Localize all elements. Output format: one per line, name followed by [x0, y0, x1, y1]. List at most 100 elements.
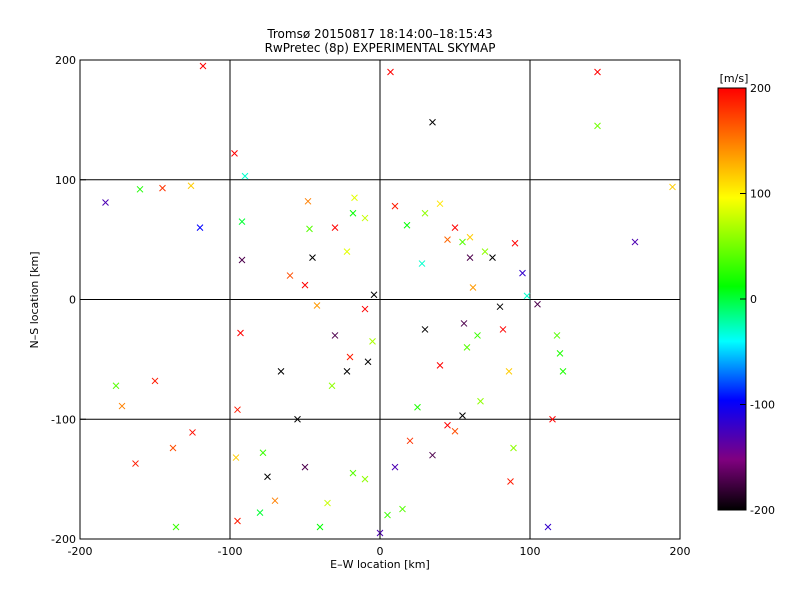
data-point: [118, 402, 126, 410]
data-point: [436, 362, 444, 369]
data-point: [370, 291, 378, 299]
chart-subtitle: RwPretec (8p) EXPERIMENTAL SKYMAP: [265, 41, 496, 55]
x-axis: -200 -100 0 100 200: [68, 533, 691, 558]
data-point: [594, 122, 601, 130]
data-point: [199, 62, 207, 70]
data-point: [304, 197, 312, 205]
data-point: [331, 332, 339, 339]
data-point: [232, 454, 240, 461]
data-point: [510, 444, 517, 452]
data-point: [196, 224, 204, 232]
data-point: [444, 236, 451, 243]
data-point: [469, 284, 477, 291]
data-point: [403, 221, 411, 229]
data-point: [102, 199, 109, 206]
data-points: [102, 62, 676, 537]
colorbar-ticks: 200 100 0 -100 -200: [740, 82, 775, 517]
data-point: [421, 209, 429, 217]
data-point: [481, 248, 489, 255]
data-point: [361, 214, 369, 222]
data-point: [343, 367, 351, 375]
data-point: [559, 367, 567, 375]
data-point: [391, 202, 399, 210]
data-point: [369, 338, 376, 345]
colorbar-tick-label: 100: [750, 188, 771, 201]
data-point: [316, 523, 324, 531]
data-point: [429, 118, 436, 126]
data-point: [544, 523, 552, 531]
data-point: [172, 523, 180, 531]
data-point: [241, 172, 249, 180]
grid-lines: [80, 60, 680, 539]
data-point: [534, 300, 541, 308]
data-point: [294, 415, 301, 423]
data-point: [259, 449, 267, 457]
chart-title: Tromsø 20150817 18:14:00–18:15:43: [266, 27, 492, 41]
data-point: [384, 511, 391, 519]
data-point: [234, 517, 241, 525]
data-point: [238, 218, 246, 226]
data-point: [351, 194, 358, 202]
data-point: [391, 463, 399, 471]
data-point: [277, 367, 285, 375]
data-point: [309, 254, 316, 261]
data-point: [507, 478, 514, 485]
data-point: [451, 427, 459, 435]
colorbar-tick-label: -200: [750, 504, 775, 517]
data-point: [429, 451, 436, 459]
data-point: [346, 353, 354, 361]
colorbar-tick-label: 200: [750, 82, 771, 95]
y-tick-label: 200: [55, 54, 76, 67]
data-point: [331, 224, 339, 232]
data-point: [505, 367, 513, 375]
data-point: [549, 415, 556, 423]
data-point: [436, 200, 444, 208]
data-point: [306, 225, 313, 233]
data-point: [477, 397, 484, 405]
data-point: [553, 332, 561, 339]
data-point: [406, 437, 414, 445]
data-point: [169, 444, 177, 452]
data-point: [301, 281, 309, 289]
data-point: [112, 382, 120, 390]
data-point: [418, 260, 426, 267]
x-tick-label: 0: [377, 545, 384, 558]
data-point: [489, 254, 496, 261]
data-point: [459, 412, 466, 420]
data-point: [256, 509, 264, 517]
data-point: [556, 350, 564, 357]
data-point: [234, 406, 241, 414]
y-axis-label: N–S location [km]: [28, 251, 41, 348]
data-point: [349, 469, 357, 477]
colorbar-title: [m/s]: [720, 72, 749, 85]
data-point: [669, 183, 676, 191]
data-point: [414, 403, 421, 411]
data-point: [474, 332, 481, 339]
data-point: [496, 303, 504, 311]
data-point: [301, 463, 309, 471]
x-tick-label: -100: [218, 545, 243, 558]
data-point: [271, 497, 279, 505]
colorbar-tick-label: -100: [750, 399, 775, 412]
y-tick-label: 0: [69, 294, 76, 307]
y-axis: -200 -100 0 100 200: [51, 54, 86, 546]
data-point: [238, 256, 246, 264]
y-tick-label: -100: [51, 413, 76, 426]
data-point: [313, 302, 321, 309]
data-point: [523, 292, 531, 300]
data-point: [151, 377, 159, 385]
data-point: [451, 224, 459, 232]
data-point: [463, 344, 471, 351]
data-point: [499, 326, 507, 333]
data-point: [189, 429, 196, 436]
data-point: [399, 505, 406, 513]
data-point: [349, 209, 357, 217]
y-tick-label: -200: [51, 533, 76, 546]
data-point: [328, 382, 336, 390]
x-tick-label: 200: [670, 545, 691, 558]
data-point: [511, 239, 519, 247]
data-point: [466, 233, 474, 241]
data-point: [594, 68, 601, 76]
data-point: [421, 326, 429, 333]
